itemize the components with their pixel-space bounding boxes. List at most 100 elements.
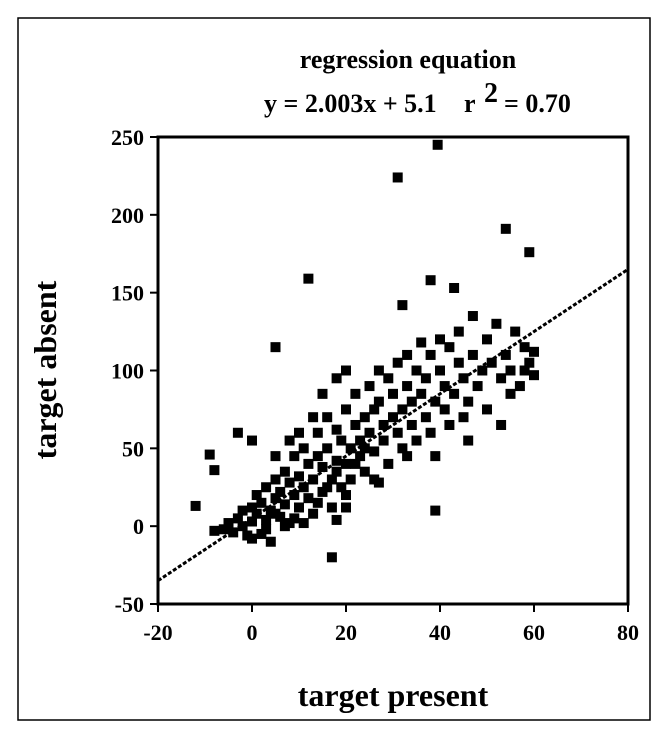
point — [298, 518, 309, 529]
chart-title: regression equation — [300, 45, 517, 74]
point — [279, 499, 290, 510]
point — [261, 524, 272, 535]
point — [350, 419, 361, 430]
r-value: = 0.70 — [504, 89, 571, 118]
point — [463, 396, 474, 407]
point — [430, 451, 441, 462]
point — [397, 404, 408, 415]
frame — [17, 17, 651, 721]
point — [467, 349, 478, 360]
point — [279, 466, 290, 477]
point — [341, 490, 351, 501]
point — [402, 349, 413, 360]
point — [294, 427, 304, 438]
point — [284, 435, 295, 446]
point — [482, 334, 492, 345]
point — [336, 482, 347, 493]
point — [322, 482, 333, 493]
point — [482, 404, 492, 415]
point — [472, 381, 483, 392]
point — [204, 449, 215, 460]
point — [355, 451, 366, 462]
point — [303, 493, 314, 504]
point — [284, 477, 295, 488]
r-power: 2 — [484, 78, 498, 109]
point — [486, 357, 497, 368]
point — [326, 474, 337, 485]
point — [425, 427, 436, 438]
point — [341, 502, 351, 513]
x-tick-label: 40 — [429, 620, 451, 645]
x-tick-label: 80 — [617, 620, 639, 645]
point — [298, 443, 309, 454]
point — [477, 365, 488, 376]
point — [345, 443, 356, 454]
point — [425, 349, 436, 360]
point — [430, 505, 441, 516]
point — [519, 342, 530, 353]
point — [209, 465, 220, 476]
point — [369, 404, 380, 415]
point — [500, 223, 511, 234]
point — [275, 486, 286, 497]
point — [514, 381, 525, 392]
point — [364, 427, 375, 438]
point — [369, 474, 380, 485]
point — [519, 365, 530, 376]
point — [209, 525, 220, 536]
point — [435, 365, 445, 376]
point — [529, 370, 539, 381]
point — [237, 521, 248, 532]
point — [312, 451, 323, 462]
x-tick-label: -20 — [143, 620, 172, 645]
point — [432, 139, 443, 150]
point — [392, 172, 403, 183]
point — [265, 536, 276, 547]
point — [303, 458, 314, 469]
point — [289, 490, 300, 501]
point — [359, 443, 370, 454]
point — [435, 334, 445, 345]
point — [294, 471, 304, 482]
point — [336, 435, 347, 446]
point — [237, 505, 248, 516]
point — [270, 474, 281, 485]
point — [303, 273, 314, 284]
point — [341, 458, 351, 469]
y-tick-label: -50 — [115, 592, 144, 617]
point — [388, 412, 398, 423]
point — [505, 388, 516, 399]
point — [350, 458, 361, 469]
y-tick-label: 200 — [111, 203, 144, 228]
x-tick-label: 60 — [523, 620, 545, 645]
y-tick-label: 100 — [111, 359, 144, 384]
point — [529, 346, 539, 357]
point — [383, 458, 394, 469]
point — [453, 357, 464, 368]
point — [312, 497, 323, 508]
y-tick-label: 250 — [111, 125, 144, 150]
point — [247, 502, 257, 513]
point — [218, 524, 229, 535]
point — [496, 419, 507, 430]
point — [289, 451, 300, 462]
point — [449, 388, 460, 399]
point — [317, 462, 328, 473]
point — [524, 247, 535, 258]
point — [378, 435, 389, 446]
point — [308, 508, 319, 519]
point — [232, 513, 243, 524]
point — [251, 508, 262, 519]
point — [331, 424, 342, 435]
point — [402, 381, 413, 392]
point — [402, 451, 413, 462]
point — [270, 493, 281, 504]
point — [406, 419, 417, 430]
point — [411, 365, 422, 376]
point — [326, 552, 337, 563]
point — [505, 365, 516, 376]
point — [444, 419, 455, 430]
point — [378, 419, 389, 430]
point — [491, 318, 502, 329]
point — [420, 373, 431, 384]
